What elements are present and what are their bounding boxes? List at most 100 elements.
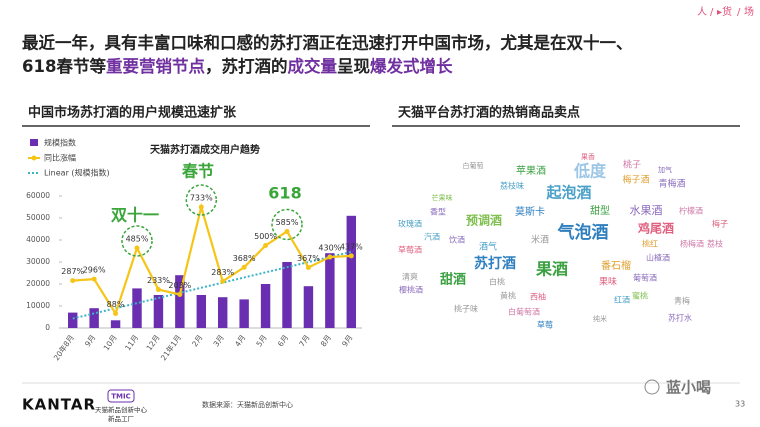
word: 清爽 bbox=[402, 272, 418, 282]
bar bbox=[196, 295, 206, 328]
word: 红酒 bbox=[614, 295, 630, 305]
bar bbox=[153, 295, 164, 328]
line-point bbox=[198, 204, 204, 210]
data-label: 287% bbox=[61, 267, 84, 276]
headline-line2: 618春节等重要营销节点，苏打酒的成交量呈现爆发式增长 bbox=[22, 56, 453, 76]
legend-label: 同比涨幅 bbox=[44, 153, 76, 163]
word: 白葡萄酒 bbox=[508, 307, 540, 317]
word: 柠檬酒 bbox=[679, 206, 703, 216]
word: 果香 bbox=[581, 152, 595, 161]
data-label: 500% bbox=[254, 232, 277, 241]
word: 饮酒 bbox=[449, 235, 465, 245]
word: 果酒 bbox=[535, 260, 568, 279]
word: 桃红 bbox=[642, 239, 658, 249]
word: 气泡酒 bbox=[557, 222, 609, 243]
data-label: 233% bbox=[147, 276, 170, 285]
annotation-circle bbox=[271, 208, 303, 241]
wechat-icon bbox=[644, 379, 660, 395]
brand: KANTAR bbox=[22, 396, 96, 414]
word: 果味 bbox=[599, 276, 617, 288]
word: 梅子酒 bbox=[622, 174, 649, 186]
word: 汽酒 bbox=[424, 232, 440, 242]
data-label: 88% bbox=[107, 300, 125, 309]
data-label: 367% bbox=[297, 254, 320, 263]
y-tick-label: 20000 bbox=[26, 279, 50, 288]
headline-segment: 爆发式增长 bbox=[370, 56, 453, 76]
word: 预调酒 bbox=[466, 214, 502, 228]
line-point bbox=[284, 228, 290, 234]
headline-segment: 618春节等 bbox=[22, 56, 106, 76]
bar bbox=[175, 275, 185, 328]
headline-segment: 呈现 bbox=[337, 57, 371, 76]
nav-sep: / bbox=[737, 7, 741, 18]
line-point bbox=[348, 253, 354, 259]
bar bbox=[68, 312, 78, 328]
bar bbox=[239, 299, 249, 328]
word: 荔枝 bbox=[707, 239, 723, 249]
source: 数据来源：天猫新品创新中心 bbox=[202, 400, 293, 409]
nav-item: ▸货 bbox=[717, 5, 732, 18]
bar bbox=[132, 288, 142, 328]
word: 草莓 bbox=[537, 320, 553, 330]
word: 纯米 bbox=[593, 314, 607, 323]
word: 低度 bbox=[573, 162, 607, 181]
data-label: 283% bbox=[211, 268, 234, 277]
line-point bbox=[177, 292, 183, 298]
data-label: 485% bbox=[126, 234, 149, 243]
data-label: 203% bbox=[168, 281, 191, 290]
word: 青梅 bbox=[674, 296, 690, 306]
word: 苏打水 bbox=[668, 313, 692, 323]
headline-segment: 重要营销节点 bbox=[106, 56, 206, 76]
word: 白葡萄 bbox=[463, 161, 484, 170]
word: 白桃 bbox=[489, 277, 505, 287]
word: 苏打酒 bbox=[474, 255, 516, 272]
tmic-name: 天猫新品创新中心 bbox=[95, 405, 148, 414]
y-tick-label: 10000 bbox=[26, 301, 50, 310]
nav-item: 人 bbox=[697, 6, 707, 18]
legend-swatch bbox=[30, 139, 38, 146]
word: 梅子 bbox=[712, 219, 728, 229]
annotation: 618 bbox=[268, 184, 301, 203]
y-tick-label: 30000 bbox=[26, 257, 50, 266]
line-point bbox=[134, 245, 140, 251]
word: 甜酒 bbox=[440, 272, 466, 288]
annotation-circle bbox=[121, 225, 153, 257]
data-label: 368% bbox=[233, 254, 256, 263]
page-number: 33 bbox=[735, 400, 745, 409]
annotation-circle bbox=[185, 184, 218, 216]
word: 甜型 bbox=[590, 204, 610, 217]
data-label: 430% bbox=[318, 244, 341, 253]
nav-item: 场 bbox=[744, 5, 754, 18]
nav: 人 / ▸货 / 场 bbox=[697, 5, 754, 18]
bar bbox=[89, 308, 99, 328]
bar bbox=[325, 253, 335, 328]
line-point bbox=[220, 278, 226, 284]
annotation: 春节 bbox=[181, 162, 214, 181]
word: 蜜桃 bbox=[632, 291, 648, 301]
bar bbox=[218, 297, 228, 328]
headline-segment: ，苏打酒的 bbox=[205, 56, 288, 76]
line-point bbox=[155, 287, 161, 293]
left-title: 中国市场苏打酒的用户规模迅速扩张 bbox=[28, 105, 237, 121]
data-label: 733% bbox=[190, 194, 213, 203]
y-tick-label: 60000 bbox=[26, 191, 50, 200]
line-point bbox=[113, 310, 119, 316]
y-tick-label: 40000 bbox=[26, 235, 50, 244]
bar bbox=[282, 262, 292, 328]
line-point bbox=[305, 264, 311, 270]
line-point bbox=[241, 264, 247, 270]
word: 米酒 bbox=[531, 234, 549, 246]
legend-label: 规模指数 bbox=[44, 138, 76, 148]
tmic-box bbox=[107, 389, 135, 403]
line-point bbox=[91, 276, 97, 282]
word: 玫瑰酒 bbox=[398, 219, 422, 229]
word: 葡萄酒 bbox=[633, 273, 657, 283]
data-label: 296% bbox=[83, 266, 106, 275]
word: 水果酒 bbox=[630, 204, 663, 217]
word: 山楂酒 bbox=[646, 253, 670, 263]
line-point bbox=[70, 278, 76, 284]
y-tick-label: 0 bbox=[45, 323, 50, 332]
word: 草莓酒 bbox=[398, 245, 422, 255]
